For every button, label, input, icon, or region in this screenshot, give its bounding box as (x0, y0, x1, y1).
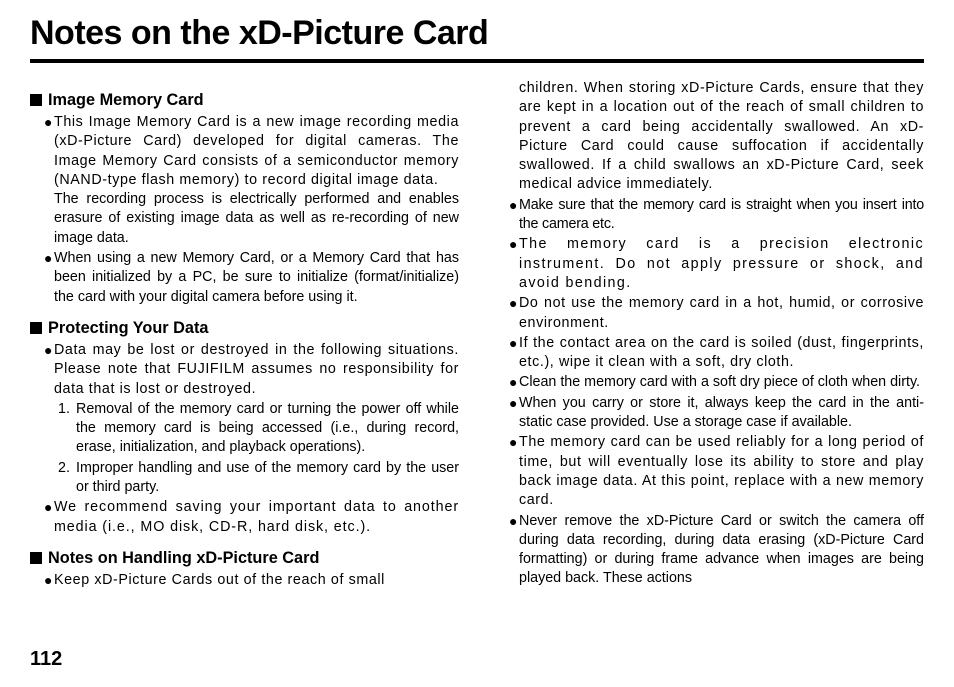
list-item: ● The memory card is a precision electro… (509, 235, 924, 293)
item-number: 2. (58, 459, 76, 498)
item-number: 1. (58, 400, 76, 458)
bullet-icon: ● (509, 373, 519, 392)
page-title: Notes on the xD-Picture Card (30, 14, 924, 53)
section-heading-handling: Notes on Handling xD-Picture Card (30, 547, 459, 569)
bullet-icon: ● (509, 433, 519, 510)
para: This Image Memory Card is a new image re… (54, 114, 459, 188)
section-heading-protecting-data: Protecting Your Data (30, 317, 459, 339)
square-bullet-icon (30, 94, 42, 106)
bullet-icon: ● (44, 249, 54, 307)
list-item: ● We recommend saving your important dat… (44, 498, 459, 537)
section-heading-image-memory-card: Image Memory Card (30, 89, 459, 111)
heading-text: Notes on Handling xD-Picture Card (48, 547, 319, 569)
numbered-item: 2. Improper handling and use of the memo… (58, 459, 459, 498)
bullet-icon: ● (509, 294, 519, 333)
title-rule (30, 59, 924, 63)
two-column-layout: Image Memory Card ● This Image Memory Ca… (30, 79, 924, 591)
list-item: ● Data may be lost or destroyed in the f… (44, 341, 459, 399)
body-text: The memory card is a precision electroni… (519, 235, 924, 293)
body-text: We recommend saving your important data … (54, 498, 459, 537)
para: The recording process is electrically pe… (54, 191, 459, 246)
list-item: ● The memory card can be used reliably f… (509, 433, 924, 510)
bullet-icon: ● (509, 512, 519, 589)
heading-text: Protecting Your Data (48, 317, 208, 339)
page-number: 112 (30, 648, 62, 671)
body-text: Never remove the xD-Picture Card or swit… (519, 512, 924, 589)
body-text: This Image Memory Card is a new image re… (54, 113, 459, 248)
list-item: ● Clean the memory card with a soft dry … (509, 373, 924, 392)
left-column: Image Memory Card ● This Image Memory Ca… (30, 79, 459, 591)
spacer (509, 79, 519, 195)
body-text: children. When storing xD-Picture Cards,… (519, 79, 924, 195)
body-text: The memory card can be used reliably for… (519, 433, 924, 510)
list-item: ● Keep xD-Picture Cards out of the reach… (44, 571, 459, 590)
body-text: Clean the memory card with a soft dry pi… (519, 373, 924, 392)
numbered-item: 1. Removal of the memory card or turning… (58, 400, 459, 458)
list-item: ● Make sure that the memory card is stra… (509, 196, 924, 235)
list-item: ● When you carry or store it, always kee… (509, 394, 924, 433)
square-bullet-icon (30, 552, 42, 564)
heading-text: Image Memory Card (48, 89, 204, 111)
list-item: ● This Image Memory Card is a new image … (44, 113, 459, 248)
body-text: Keep xD-Picture Cards out of the reach o… (54, 571, 459, 590)
body-text: Removal of the memory card or turning th… (76, 400, 459, 458)
body-text: Do not use the memory card in a hot, hum… (519, 294, 924, 333)
body-text: When using a new Memory Card, or a Memor… (54, 249, 459, 307)
list-item: ● Never remove the xD-Picture Card or sw… (509, 512, 924, 589)
list-item: ● When using a new Memory Card, or a Mem… (44, 249, 459, 307)
bullet-icon: ● (509, 334, 519, 373)
bullet-icon: ● (509, 196, 519, 235)
list-item: ● If the contact area on the card is soi… (509, 334, 924, 373)
square-bullet-icon (30, 322, 42, 334)
bullet-icon: ● (509, 394, 519, 433)
bullet-icon: ● (44, 498, 54, 537)
right-column: children. When storing xD-Picture Cards,… (495, 79, 924, 591)
body-text: Improper handling and use of the memory … (76, 459, 459, 498)
body-text: Data may be lost or destroyed in the fol… (54, 341, 459, 399)
continuation-text: children. When storing xD-Picture Cards,… (509, 79, 924, 195)
body-text: If the contact area on the card is soile… (519, 334, 924, 373)
manual-page: Notes on the xD-Picture Card Image Memor… (0, 0, 954, 603)
bullet-icon: ● (509, 235, 519, 293)
bullet-icon: ● (44, 113, 54, 248)
bullet-icon: ● (44, 341, 54, 399)
body-text: When you carry or store it, always keep … (519, 394, 924, 433)
body-text: Make sure that the memory card is straig… (519, 196, 924, 235)
list-item: ● Do not use the memory card in a hot, h… (509, 294, 924, 333)
bullet-icon: ● (44, 571, 54, 590)
